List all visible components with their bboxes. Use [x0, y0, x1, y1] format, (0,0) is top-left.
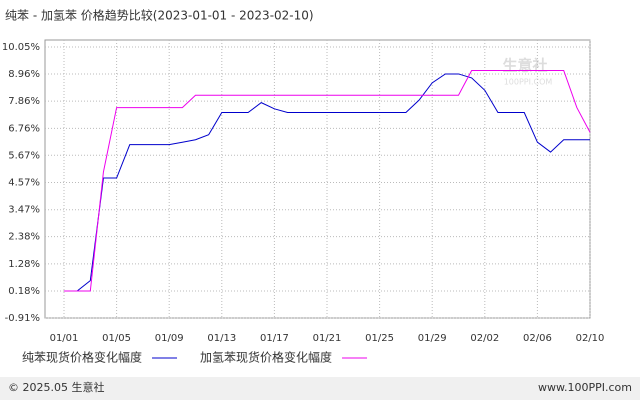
legend-label: 加氢苯现货价格变化幅度 — [200, 350, 332, 365]
footer-bar — [0, 377, 640, 400]
watermark-sub: 100PPI.COM — [504, 78, 553, 87]
y-tick-label: 4.57% — [8, 178, 40, 189]
y-tick-label: 1.28% — [8, 259, 40, 270]
x-tick-label: 02/02 — [470, 333, 499, 344]
legend-label: 纯苯现货价格变化幅度 — [22, 350, 142, 365]
footer-left: © 2025.05 生意社 — [8, 380, 104, 394]
x-tick-label: 01/01 — [50, 333, 79, 344]
chart-title: 纯苯 - 加氢苯 价格趋势比较(2023-01-01 - 2023-02-10) — [5, 8, 314, 23]
y-tick-label: 5.67% — [8, 150, 40, 161]
x-tick-label: 01/05 — [102, 333, 131, 344]
y-tick-label: 7.86% — [8, 96, 40, 107]
x-tick-label: 01/25 — [365, 333, 394, 344]
series-line — [64, 69, 591, 292]
x-tick-label: 02/06 — [523, 333, 552, 344]
x-tick-label: 01/09 — [155, 333, 184, 344]
series-line — [64, 73, 590, 292]
x-tick-label: 02/10 — [576, 333, 605, 344]
y-tick-label: -0.91% — [5, 313, 40, 324]
y-tick-label: 6.76% — [8, 123, 40, 134]
y-tick-label: 2.38% — [8, 232, 40, 243]
y-tick-label: 0.18% — [8, 286, 40, 297]
y-tick-label: 8.96% — [8, 69, 40, 80]
watermark: 生意社 — [502, 57, 547, 75]
x-tick-label: 01/13 — [207, 333, 236, 344]
x-tick-label: 01/21 — [313, 333, 342, 344]
x-tick-label: 01/17 — [260, 333, 289, 344]
x-tick-label: 01/29 — [418, 333, 447, 344]
y-tick-label: 3.47% — [8, 205, 40, 216]
footer-right: www.100PPI.com — [538, 381, 632, 394]
y-tick-label: 10.05% — [2, 42, 40, 53]
